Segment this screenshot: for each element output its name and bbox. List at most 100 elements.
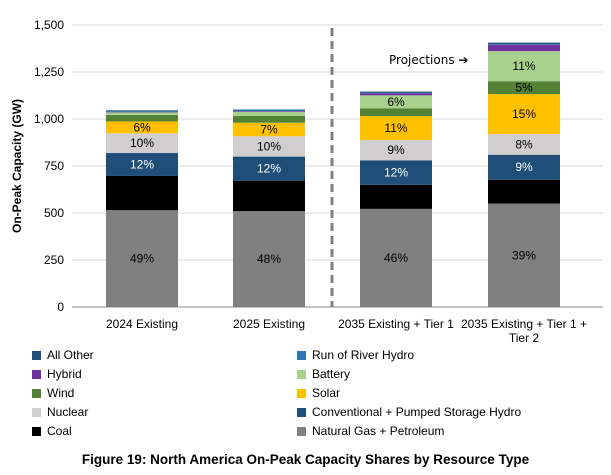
data-label: 12%: [384, 166, 408, 180]
legend-swatch: [32, 426, 41, 436]
bar-segment: [488, 179, 560, 204]
data-label: 10%: [257, 139, 281, 153]
bar-segment: [488, 51, 560, 82]
legend-item: Battery: [297, 367, 350, 381]
bar-segment: [106, 110, 178, 112]
legend-label: All Other: [47, 348, 94, 362]
bar-segment: [360, 160, 432, 185]
legend-label: Coal: [47, 424, 72, 438]
legend-swatch: [297, 407, 306, 417]
legend-swatch: [32, 407, 41, 417]
bar-segment: [233, 180, 305, 212]
bar-segment: [360, 95, 432, 109]
bar-segment: [106, 210, 178, 307]
y-axis-label: On-Peak Capacity (GW): [10, 99, 24, 233]
data-label: 48%: [257, 252, 281, 266]
bar-segment: [106, 112, 178, 115]
bar-segment: [488, 44, 560, 45]
legend-label: Battery: [312, 367, 351, 381]
stacked-bar-chart: 0 250 500 750 1,000 1,250 1,500 On-Peak Capacit…: [10, 18, 603, 345]
data-label: 6%: [387, 95, 405, 109]
x-tick-label: 2035 Existing + Tier 1: [338, 317, 454, 331]
legend-item: All Other: [32, 348, 94, 362]
data-label: 11%: [384, 121, 407, 135]
bar-segment: [106, 111, 178, 113]
bar-segment: [106, 133, 178, 154]
legend-label: Solar: [312, 386, 341, 400]
bar-segment: [106, 153, 178, 176]
bar-segment: [360, 208, 432, 307]
legend-label: Hybrid: [47, 367, 82, 381]
legend-item: Nuclear: [32, 405, 88, 419]
data-label: 12%: [130, 157, 154, 171]
bar-segment: [488, 42, 560, 45]
bar-segment: [106, 121, 178, 134]
y-tick-label: 1,000: [34, 112, 64, 126]
y-tick-label: 0: [57, 300, 64, 314]
data-label: 49%: [130, 252, 154, 266]
legend-swatch: [297, 426, 306, 436]
legend-item: Hybrid: [32, 367, 82, 381]
legend-swatch: [32, 369, 41, 379]
data-label: 46%: [384, 251, 408, 265]
bar-segment: [233, 136, 305, 157]
data-label: 6%: [133, 120, 151, 134]
data-label: 39%: [512, 248, 536, 262]
y-tick-label: 750: [44, 159, 64, 173]
data-label: 5%: [515, 81, 533, 95]
data-label: 9%: [387, 143, 405, 157]
y-tick-label: 1,250: [34, 65, 64, 79]
x-tick-label: 2024 Existing: [106, 317, 178, 331]
bar-segment: [233, 110, 305, 112]
x-tick-label: Tier 2: [509, 331, 540, 345]
legend-swatch: [297, 350, 306, 360]
figure-caption: Figure 19: North America On-Peak Capacit…: [81, 452, 530, 467]
legend-swatch: [297, 369, 306, 379]
data-label: 10%: [130, 136, 154, 150]
legend-label: Natural Gas + Petroleum: [312, 424, 445, 438]
bar-segment: [360, 115, 432, 141]
bar-segment: [488, 44, 560, 52]
bar-segment: [488, 203, 560, 307]
legend-swatch: [32, 350, 41, 360]
legend-label: Run of River Hydro: [312, 348, 415, 362]
y-tick-label: 1,500: [34, 18, 64, 32]
legend-label: Conventional + Pumped Storage Hydro: [312, 405, 522, 419]
legend-item: Run of River Hydro: [297, 348, 414, 362]
bar-segment: [488, 154, 560, 180]
data-label: 9%: [515, 160, 533, 174]
data-label: 15%: [512, 107, 536, 121]
bar-segment: [360, 184, 432, 209]
x-tick-label: 2035 Existing + Tier 1 +: [461, 317, 587, 331]
bar-segment: [360, 92, 432, 94]
projections-annotation: Projections ➔: [389, 53, 468, 67]
legend-item: Wind: [32, 386, 74, 400]
legend-label: Wind: [47, 386, 75, 400]
bar-segment: [488, 81, 560, 94]
bar-segment: [233, 111, 305, 112]
bar-segment: [360, 140, 432, 161]
legend-item: Solar: [297, 386, 340, 400]
legend-swatch: [32, 388, 41, 398]
data-label: 12%: [257, 162, 281, 176]
bar-segment: [488, 93, 560, 135]
bar-segment: [360, 91, 432, 93]
legend-item: Natural Gas + Petroleum: [297, 424, 444, 438]
legend-label: Nuclear: [47, 405, 89, 419]
bar-segment: [233, 211, 305, 307]
bar-segment: [106, 114, 178, 122]
y-tick-label: 250: [44, 253, 64, 267]
bar-segment: [233, 122, 305, 137]
bar-segment: [360, 108, 432, 116]
bar-segment: [488, 134, 560, 155]
bar-segment: [360, 93, 432, 96]
data-label: 8%: [515, 137, 533, 151]
bar-segment: [233, 156, 305, 181]
legend-item: Coal: [32, 424, 72, 438]
data-label: 7%: [260, 123, 278, 137]
y-tick-label: 500: [44, 206, 64, 220]
bar-segment: [233, 115, 305, 123]
legend-item: Conventional + Pumped Storage Hydro: [297, 405, 521, 419]
data-label: 11%: [512, 59, 535, 73]
x-tick-label: 2025 Existing: [233, 317, 305, 331]
